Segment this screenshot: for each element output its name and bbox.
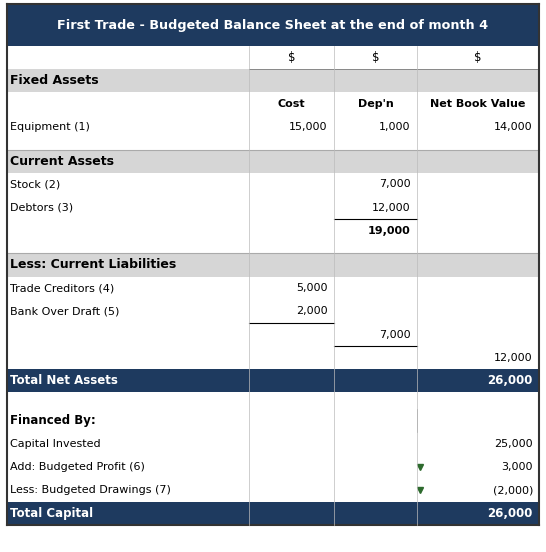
Bar: [7, 479, 539, 502]
Text: 7,000: 7,000: [379, 179, 411, 189]
Text: Add: Budgeted Profit (6): Add: Budgeted Profit (6): [10, 462, 145, 472]
Text: Dep'n: Dep'n: [358, 99, 394, 109]
Text: First Trade - Budgeted Balance Sheet at the end of month 4: First Trade - Budgeted Balance Sheet at …: [57, 19, 489, 31]
Text: 15,000: 15,000: [289, 122, 328, 132]
Bar: [7, 242, 539, 253]
Bar: [7, 46, 539, 69]
Text: 14,000: 14,000: [494, 122, 533, 132]
Text: 2,000: 2,000: [296, 306, 328, 316]
Bar: [7, 253, 539, 277]
Text: 26,000: 26,000: [488, 507, 533, 520]
Bar: [7, 369, 539, 392]
Text: $: $: [372, 51, 379, 64]
Text: 12,000: 12,000: [372, 203, 411, 213]
Text: $: $: [288, 51, 295, 64]
Bar: [7, 4, 539, 46]
Text: (2,000): (2,000): [492, 485, 533, 495]
Text: Debtors (3): Debtors (3): [10, 203, 73, 213]
Text: 5,000: 5,000: [296, 283, 328, 293]
Text: Less: Budgeted Drawings (7): Less: Budgeted Drawings (7): [10, 485, 171, 495]
Bar: [7, 219, 539, 242]
Text: Capital Invested: Capital Invested: [10, 439, 100, 449]
Bar: [7, 300, 539, 323]
Bar: [7, 115, 539, 139]
Text: Financed By:: Financed By:: [10, 414, 96, 427]
Bar: [7, 392, 539, 409]
Text: Equipment (1): Equipment (1): [10, 122, 90, 132]
Bar: [7, 277, 539, 300]
Bar: [7, 173, 539, 196]
Text: Total Capital: Total Capital: [10, 507, 93, 520]
Bar: [7, 502, 539, 525]
Bar: [7, 150, 539, 173]
Text: Stock (2): Stock (2): [10, 179, 60, 189]
Bar: [7, 323, 539, 346]
Bar: [7, 139, 539, 150]
Bar: [7, 455, 539, 479]
Text: Trade Creditors (4): Trade Creditors (4): [10, 283, 114, 293]
Text: Bank Over Draft (5): Bank Over Draft (5): [10, 306, 119, 316]
Bar: [7, 409, 539, 432]
Text: Net Book Value: Net Book Value: [430, 99, 526, 109]
Text: 12,000: 12,000: [494, 353, 533, 363]
Bar: [7, 432, 539, 455]
Text: Less: Current Liabilities: Less: Current Liabilities: [10, 258, 176, 272]
Text: 19,000: 19,000: [367, 226, 411, 236]
Bar: [7, 196, 539, 219]
Text: 26,000: 26,000: [488, 374, 533, 388]
Text: $: $: [474, 51, 482, 64]
Bar: [7, 92, 539, 115]
Text: 7,000: 7,000: [379, 330, 411, 339]
Text: Total Net Assets: Total Net Assets: [10, 374, 118, 388]
Bar: [7, 346, 539, 369]
Text: Current Assets: Current Assets: [10, 155, 114, 168]
Text: Cost: Cost: [278, 99, 305, 109]
Bar: [7, 69, 539, 92]
Text: 25,000: 25,000: [494, 439, 533, 449]
Text: 3,000: 3,000: [501, 462, 533, 472]
Text: Fixed Assets: Fixed Assets: [10, 74, 98, 87]
Text: 1,000: 1,000: [379, 122, 411, 132]
